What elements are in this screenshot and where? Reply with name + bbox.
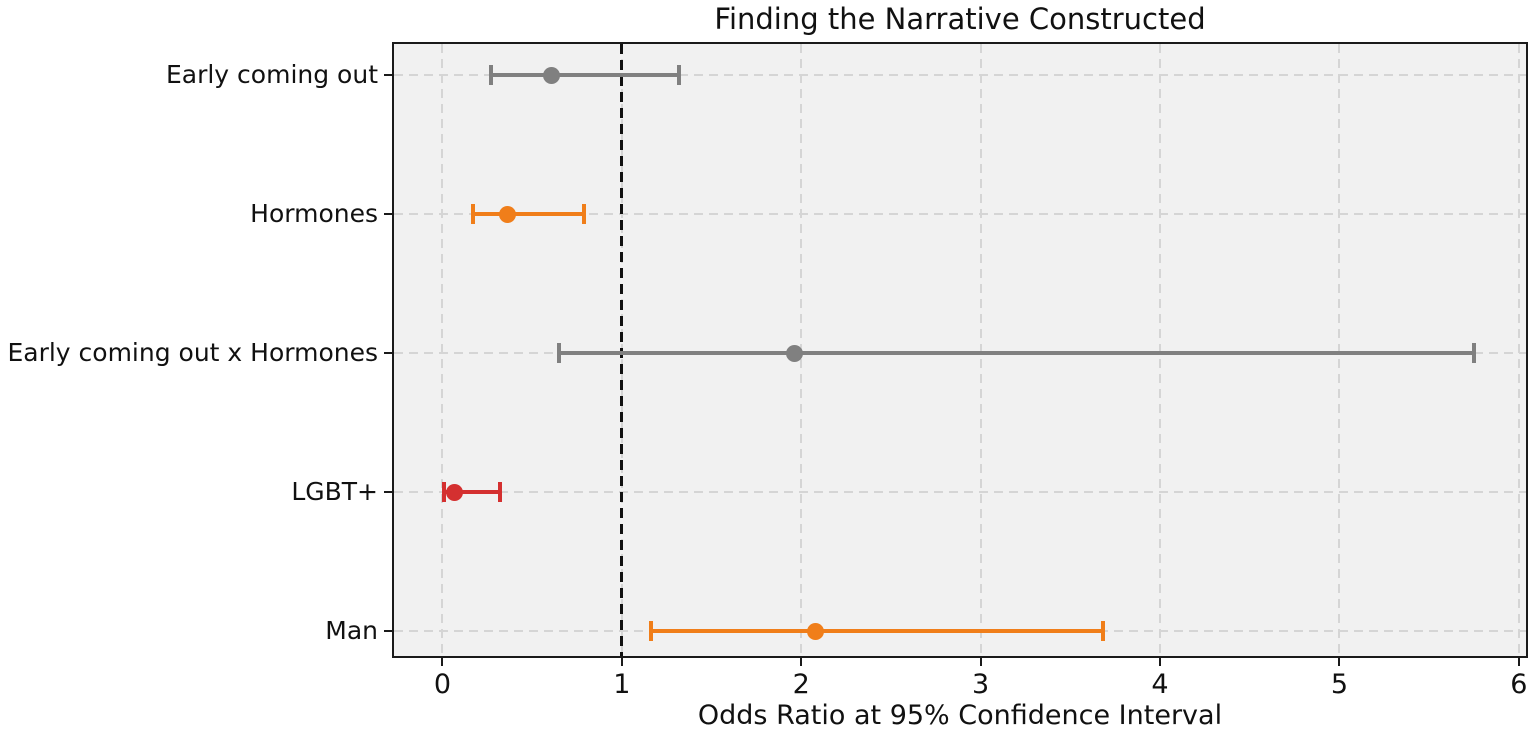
- chart-title: Finding the Narrative Constructed: [714, 2, 1206, 36]
- odds-ratio-marker: [498, 205, 516, 223]
- y-tick-mark: [384, 630, 392, 632]
- x-gridline: [979, 44, 982, 656]
- y-gridline: [394, 74, 1526, 76]
- x-tick-label: 5: [1330, 669, 1349, 700]
- odds-ratio-marker: [446, 483, 464, 501]
- error-bar: [559, 351, 1474, 355]
- error-bar: [472, 212, 585, 216]
- error-bar: [490, 73, 680, 77]
- error-bar-cap-high: [497, 482, 502, 502]
- x-tick-label: 4: [1151, 669, 1169, 700]
- error-bar: [444, 490, 500, 494]
- error-bar-cap-low: [557, 343, 562, 363]
- y-gridline: [394, 491, 1526, 493]
- x-tick-mark: [800, 658, 803, 666]
- y-gridline: [394, 213, 1526, 215]
- error-bar: [650, 629, 1103, 633]
- error-bar-cap-low: [648, 621, 653, 641]
- x-tick-label: 6: [1510, 669, 1528, 700]
- error-bar-cap-low: [488, 65, 493, 85]
- x-axis-title: Odds Ratio at 95% Confidence Interval: [697, 700, 1223, 731]
- error-bar-cap-low: [470, 204, 475, 224]
- x-tick-mark: [441, 658, 444, 666]
- y-axis-category-label: LGBT+: [291, 477, 378, 506]
- error-bar-cap-high: [1471, 343, 1476, 363]
- x-tick-label: 2: [792, 669, 810, 700]
- x-tick-mark: [1159, 658, 1162, 666]
- y-tick-mark: [384, 352, 392, 354]
- error-bar-cap-low: [442, 482, 447, 502]
- x-gridline: [1338, 44, 1341, 656]
- x-tick-label: 0: [433, 669, 452, 700]
- x-gridline: [1517, 44, 1520, 656]
- error-bar-cap-high: [582, 204, 587, 224]
- x-tick-mark: [620, 658, 623, 666]
- odds-ratio-marker: [543, 66, 561, 84]
- x-tick-label: 3: [972, 669, 990, 700]
- error-bar-cap-high: [1100, 621, 1105, 641]
- odds-ratio-marker: [785, 344, 803, 362]
- x-tick-mark: [979, 658, 982, 666]
- x-gridline: [441, 44, 444, 656]
- odds-ratio-marker: [807, 622, 825, 640]
- x-gridline: [1159, 44, 1162, 656]
- y-axis-category-label: Early coming out x Hormones: [7, 338, 378, 367]
- y-axis-category-label: Hormones: [250, 199, 378, 228]
- reference-line: [620, 44, 624, 656]
- x-tick-label: 1: [613, 669, 631, 700]
- x-tick-mark: [1338, 658, 1341, 666]
- plot-area: [392, 42, 1528, 658]
- error-bar-cap-high: [677, 65, 682, 85]
- x-tick-mark: [1517, 658, 1520, 666]
- y-tick-mark: [384, 213, 392, 215]
- y-tick-mark: [384, 491, 392, 493]
- y-tick-mark: [384, 74, 392, 76]
- y-axis-category-label: Early coming out: [165, 60, 378, 89]
- y-axis-category-label: Man: [325, 616, 378, 645]
